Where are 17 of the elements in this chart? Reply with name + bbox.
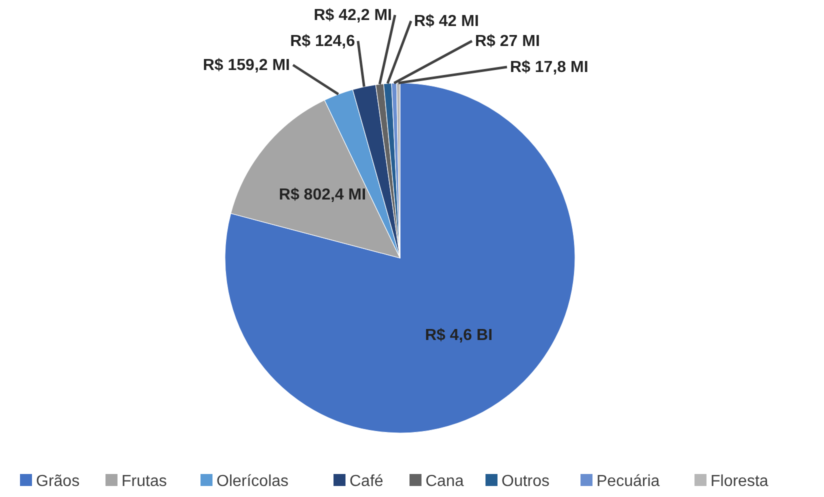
- legend-label: Pecuária: [596, 473, 660, 490]
- data-label: R$ 17,8 MI: [510, 59, 588, 76]
- data-label: R$ 27 MI: [475, 33, 540, 50]
- data-label: R$ 802,4 MI: [278, 186, 366, 204]
- legend-label: Cana: [426, 473, 464, 490]
- legend-label: Outros: [502, 473, 550, 490]
- legend-label: Floresta: [710, 473, 768, 490]
- data-label: R$ 159,2 MI: [202, 57, 290, 74]
- legend-label: Grãos: [36, 473, 80, 490]
- legend-label: Olerícolas: [216, 473, 289, 490]
- legend-label: Café: [350, 473, 384, 490]
- legend-label: Frutas: [122, 473, 167, 490]
- data-label: R$ 124,6: [290, 33, 356, 50]
- data-label: R$ 42,2 MI: [314, 7, 392, 24]
- data-label: R$ 42 MI: [414, 13, 479, 30]
- data-label: R$ 4,6 BI: [424, 326, 493, 344]
- pie-slice: [224, 82, 576, 434]
